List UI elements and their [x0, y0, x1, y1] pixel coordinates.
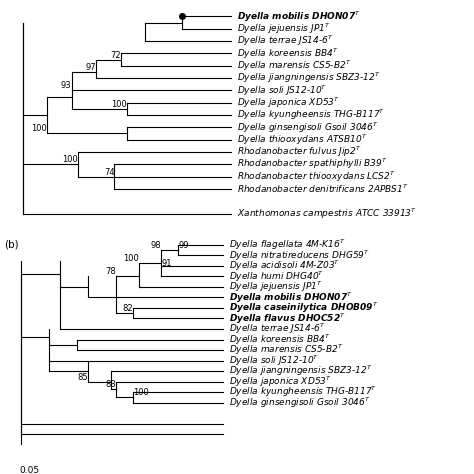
Text: Dyella ginsengisoli Gsoil 3046$^T$: Dyella ginsengisoli Gsoil 3046$^T$ — [228, 395, 370, 410]
Text: Dyella caseinilytica DHOB09$^T$: Dyella caseinilytica DHOB09$^T$ — [228, 301, 378, 315]
Text: Dyella japonica XD53$^T$: Dyella japonica XD53$^T$ — [237, 95, 340, 110]
Text: 0.05: 0.05 — [19, 465, 39, 474]
Text: Dyella humi DHG40$^T$: Dyella humi DHG40$^T$ — [228, 269, 324, 283]
Text: 97: 97 — [85, 63, 96, 72]
Text: 100: 100 — [62, 155, 78, 164]
Text: Dyella flagellata 4M-K16$^T$: Dyella flagellata 4M-K16$^T$ — [228, 237, 345, 252]
Text: Rhodanobacter thiooxydans LCS2$^T$: Rhodanobacter thiooxydans LCS2$^T$ — [237, 169, 396, 184]
Text: (b): (b) — [4, 240, 19, 250]
Text: 93: 93 — [61, 82, 72, 91]
Text: Dyella soli JS12-10$^T$: Dyella soli JS12-10$^T$ — [237, 83, 327, 98]
Text: Rhodanobacter denitrificans 2APBS1$^T$: Rhodanobacter denitrificans 2APBS1$^T$ — [237, 182, 409, 195]
Text: Dyella mobilis DHON07$^T$: Dyella mobilis DHON07$^T$ — [237, 9, 361, 24]
Text: Dyella koreensis BB4$^T$: Dyella koreensis BB4$^T$ — [228, 332, 330, 346]
Text: Dyella flavus DHOC52$^T$: Dyella flavus DHOC52$^T$ — [228, 311, 346, 326]
Text: Dyella marensis CS5-B2$^T$: Dyella marensis CS5-B2$^T$ — [228, 343, 343, 357]
Text: 91: 91 — [161, 259, 172, 268]
Text: Dyella jejuensis JP1$^T$: Dyella jejuensis JP1$^T$ — [237, 22, 330, 36]
Text: Xanthomonas campestris ATCC 33913$^T$: Xanthomonas campestris ATCC 33913$^T$ — [237, 206, 417, 221]
Text: Dyella kyungheensis THG-B117$^T$: Dyella kyungheensis THG-B117$^T$ — [237, 108, 385, 122]
Text: Rhodanobacter spathiphylli B39$^T$: Rhodanobacter spathiphylli B39$^T$ — [237, 157, 387, 172]
Text: Dyella ginsengisoli Gsoil 3046$^T$: Dyella ginsengisoli Gsoil 3046$^T$ — [237, 120, 379, 135]
Text: 82: 82 — [123, 304, 133, 313]
Text: Dyella jiangningensis SBZ3-12$^T$: Dyella jiangningensis SBZ3-12$^T$ — [237, 71, 381, 85]
Text: Dyella acidisoli 4M-Z03$^T$: Dyella acidisoli 4M-Z03$^T$ — [228, 259, 340, 273]
Text: Dyella kyungheensis THG-B117$^T$: Dyella kyungheensis THG-B117$^T$ — [228, 385, 377, 399]
Text: 100: 100 — [123, 254, 139, 263]
Text: Dyella terrae JS14-6$^T$: Dyella terrae JS14-6$^T$ — [228, 322, 325, 336]
Text: Dyella mobilis DHON07$^T$: Dyella mobilis DHON07$^T$ — [228, 290, 352, 305]
Text: 100: 100 — [111, 100, 127, 109]
Text: Rhodanobacter fulvus Jip2$^T$: Rhodanobacter fulvus Jip2$^T$ — [237, 145, 362, 159]
Text: Dyella terrae JS14-6$^T$: Dyella terrae JS14-6$^T$ — [237, 34, 334, 48]
Text: Dyella jiangningensis SBZ3-12$^T$: Dyella jiangningensis SBZ3-12$^T$ — [228, 364, 372, 378]
Text: 100: 100 — [133, 388, 149, 397]
Text: 74: 74 — [104, 168, 114, 177]
Text: Dyella soli JS12-10$^T$: Dyella soli JS12-10$^T$ — [228, 353, 319, 368]
Text: Dyella marensis CS5-B2$^T$: Dyella marensis CS5-B2$^T$ — [237, 59, 351, 73]
Text: 72: 72 — [110, 51, 120, 60]
Text: Dyella nitratireducens DHG59$^T$: Dyella nitratireducens DHG59$^T$ — [228, 248, 370, 263]
Text: 78: 78 — [106, 267, 117, 276]
Text: 99: 99 — [178, 241, 189, 250]
Text: 85: 85 — [78, 373, 88, 382]
Text: Dyella koreensis BB4$^T$: Dyella koreensis BB4$^T$ — [237, 46, 338, 61]
Text: Dyella thiooxydans ATSB10$^T$: Dyella thiooxydans ATSB10$^T$ — [237, 132, 367, 147]
Text: 98: 98 — [151, 241, 161, 250]
Text: 83: 83 — [106, 381, 117, 390]
Text: 100: 100 — [31, 125, 47, 134]
Text: Dyella japonica XD53$^T$: Dyella japonica XD53$^T$ — [228, 374, 331, 389]
Text: Dyella jejuensis JP1$^T$: Dyella jejuensis JP1$^T$ — [228, 280, 322, 294]
